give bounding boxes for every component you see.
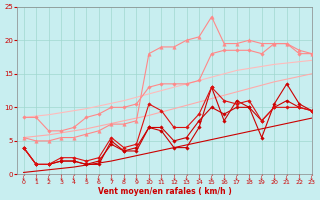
X-axis label: Vent moyen/en rafales ( km/h ): Vent moyen/en rafales ( km/h )	[98, 187, 231, 196]
